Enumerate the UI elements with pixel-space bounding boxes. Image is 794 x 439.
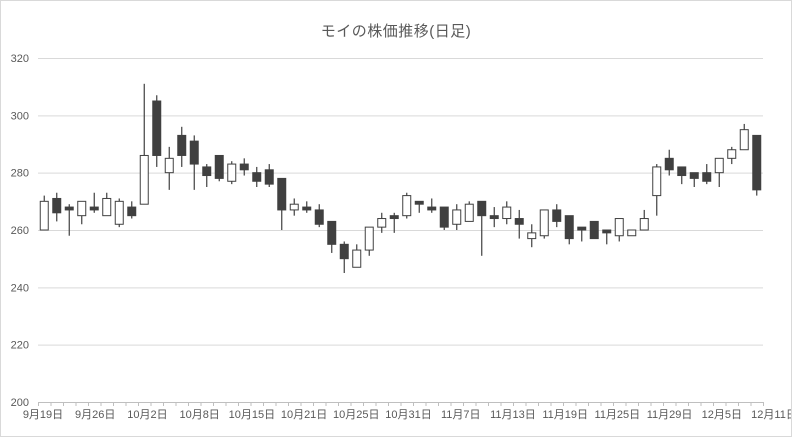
y-axis-label: 220: [11, 340, 29, 352]
candle-up: [227, 163, 237, 182]
candle-down: [589, 220, 599, 240]
candle-down: [52, 197, 62, 214]
chart-title: モイの株価推移(日足): [320, 23, 472, 40]
y-axis-label: 240: [11, 282, 29, 294]
x-axis-label: 11月29日: [647, 409, 693, 421]
y-axis-label: 320: [11, 53, 29, 65]
y-axis-label: 280: [11, 168, 29, 180]
candle-up: [39, 200, 49, 231]
candle-up: [639, 218, 649, 231]
candle-down: [177, 134, 187, 156]
candle-up: [77, 200, 87, 217]
candle-up: [452, 209, 462, 225]
candle-down: [602, 229, 612, 234]
x-axis-label: 12月5日: [702, 409, 742, 421]
candle-down: [414, 200, 424, 205]
candle-up: [464, 203, 474, 222]
candle-down: [689, 172, 699, 179]
candle-down: [664, 157, 674, 171]
x-axis-label: 10月2日: [127, 409, 167, 421]
candle-down: [264, 169, 274, 185]
candle-down: [514, 218, 524, 225]
candle-up: [502, 206, 512, 220]
candle-up: [714, 157, 724, 174]
candle-up: [364, 226, 374, 251]
x-axis-label: 10月21日: [281, 409, 327, 421]
candle-down: [202, 166, 212, 177]
candle-down: [477, 200, 487, 217]
candle-down: [152, 100, 162, 156]
candle-up: [539, 209, 549, 237]
candle-down: [302, 206, 312, 211]
x-axis-label: 11月13日: [490, 409, 536, 421]
candle-down: [214, 154, 224, 179]
candle-down: [577, 226, 587, 231]
y-axis-label: 200: [11, 397, 29, 409]
candle-up: [652, 166, 662, 197]
candle-up: [352, 249, 362, 268]
x-axis-label: 10月8日: [179, 409, 219, 421]
x-axis-label: 11月7日: [441, 409, 481, 421]
candle-down: [327, 220, 337, 245]
candle-down: [277, 177, 287, 211]
candle-up: [139, 154, 149, 205]
x-axis-label: 9月19日: [23, 409, 63, 421]
candle-down: [489, 215, 499, 220]
candle-up: [739, 129, 749, 151]
candle-down: [427, 206, 437, 211]
candle-down: [89, 206, 99, 211]
candle-down: [677, 166, 687, 177]
candle-up: [114, 200, 124, 225]
candle-up: [377, 218, 387, 228]
candle-down: [189, 140, 199, 165]
candle-down: [564, 215, 574, 240]
x-axis-label: 10月31日: [385, 409, 431, 421]
candle-down: [314, 209, 324, 225]
y-axis-label: 260: [11, 225, 29, 237]
candle-down: [339, 243, 349, 260]
x-axis-label: 10月15日: [229, 409, 275, 421]
candle-up: [102, 197, 112, 217]
candle-down: [552, 209, 562, 222]
x-axis-label: 12月11日: [751, 409, 792, 421]
candle-up: [402, 195, 412, 217]
candle-down: [702, 172, 712, 182]
candle-up: [289, 203, 299, 211]
candle-up: [627, 229, 637, 237]
x-axis-label: 10月25日: [333, 409, 379, 421]
candle-up: [614, 218, 624, 237]
candle-up: [727, 149, 737, 159]
candle-down: [252, 172, 262, 182]
candle-up: [164, 157, 174, 174]
x-axis-label: 11月19日: [542, 409, 588, 421]
x-axis-label: 9月26日: [75, 409, 115, 421]
y-axis-label: 300: [11, 110, 29, 122]
candle-down: [64, 206, 74, 211]
candle-down: [239, 163, 249, 171]
candle-down: [439, 206, 449, 228]
candle-down: [752, 134, 762, 191]
candle-down: [389, 215, 399, 220]
candle-up: [527, 232, 537, 240]
candle-down: [127, 206, 137, 217]
x-axis-label: 11月25日: [595, 409, 641, 421]
